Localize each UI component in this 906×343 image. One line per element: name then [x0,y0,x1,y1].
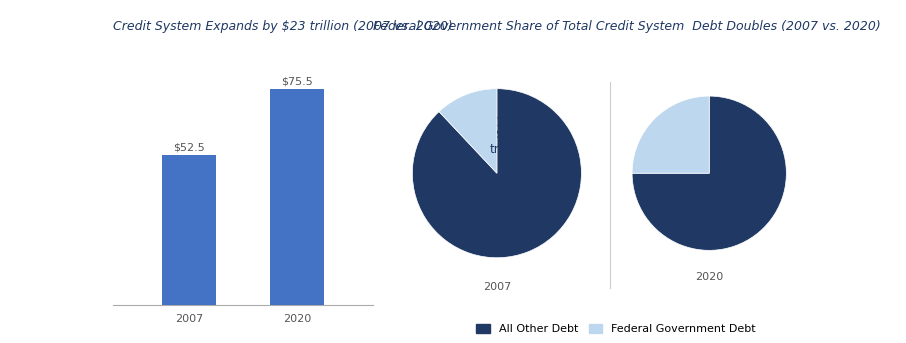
Text: Credit System Expands by $23 trillion (2007 vs. 2020): Credit System Expands by $23 trillion (2… [113,20,453,33]
Text: $75.5: $75.5 [282,76,313,86]
Text: 12%: 12% [496,116,522,129]
Wedge shape [632,96,709,173]
Text: 2020: 2020 [695,272,723,282]
Text: Federal Government Share of Total Credit System  Debt Doubles (2007 vs. 2020): Federal Government Share of Total Credit… [373,20,881,33]
Text: $52.5: $52.5 [173,142,205,152]
Wedge shape [632,96,786,250]
Wedge shape [439,89,496,173]
Bar [270,88,324,305]
Text: 2007: 2007 [483,282,511,292]
Text: $19.1
trillion: $19.1 trillion [714,143,752,172]
Text: 25%: 25% [719,130,746,143]
Legend: All Other Debt, Federal Government Debt: All Other Debt, Federal Government Debt [477,323,756,334]
Wedge shape [412,89,582,258]
Bar [162,155,217,305]
Text: $6.1
trillion: $6.1 trillion [490,129,528,156]
